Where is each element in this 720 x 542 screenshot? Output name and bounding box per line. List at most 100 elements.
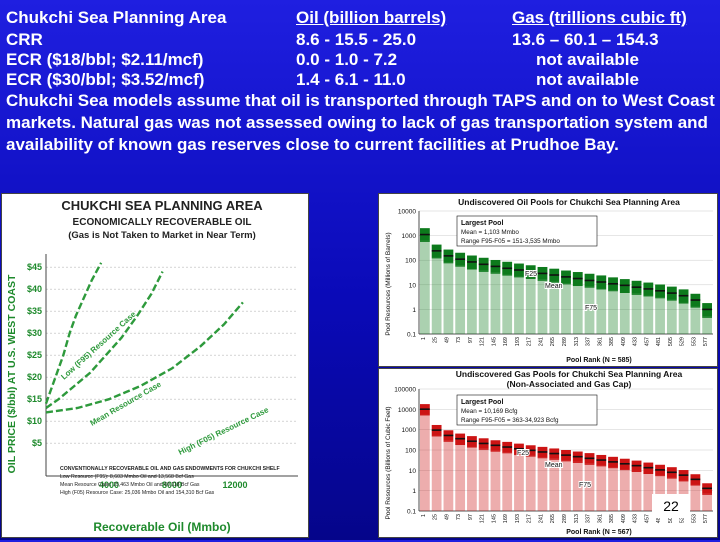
oil-bar-dummy [467, 268, 477, 270]
gas-x-tick: 385 [609, 514, 615, 523]
oil-bar-mean [490, 265, 501, 268]
oil-bar-mean [619, 284, 630, 287]
gas-pools-chart: Undiscovered Gas Pools for Chukchi Sea P… [385, 369, 713, 536]
gas-bar-range [514, 443, 524, 511]
econ-subtitle2: (Gas is Not Taken to Market in Near Term… [68, 230, 256, 241]
gas-x-tick: 409 [621, 514, 627, 523]
page-title: Chukchi Sea Planning Area [6, 8, 227, 27]
gas-bar-dummy [525, 455, 536, 457]
oil-bar-range [490, 259, 501, 334]
oil-x-tick: 529 [680, 337, 686, 346]
gas-bar-mean [608, 461, 618, 463]
gas-bar-range [455, 433, 466, 511]
gas-x-tick: 241 [538, 514, 544, 523]
gas-bar-mean [443, 434, 454, 437]
oil-bar-mean [502, 267, 513, 270]
oil-bar-mean [643, 288, 654, 290]
oil-bar-mean [678, 294, 689, 297]
oil-x-tick: 49 [444, 337, 450, 343]
oil-bar-range [525, 265, 536, 334]
oil-bar-mean [420, 233, 430, 236]
oil-bar-range [502, 261, 513, 334]
oil-curve-label-f25: F25 [525, 271, 537, 278]
econ-label-mean: Mean Resource Case [89, 379, 164, 427]
oil-bar-dummy [455, 265, 466, 267]
oil-x-tick: 433 [633, 337, 639, 346]
gas-x-tick: 193 [515, 514, 521, 523]
gas-bar-dummy [490, 450, 501, 452]
oil-bar-mean [549, 274, 560, 276]
gas-bar-dummy [537, 457, 548, 459]
oil-pools-chart: Undiscovered Oil Pools for Chukchi Sea P… [385, 197, 713, 364]
gas-bar-range [561, 450, 571, 511]
gas-bar-dummy [514, 454, 524, 456]
oil-x-tick: 409 [621, 337, 627, 346]
oil-bar-dummy [549, 281, 560, 283]
gas-x-tick: 361 [597, 514, 603, 523]
gas-bar-dummy [502, 452, 513, 454]
oil-bar-range [678, 289, 689, 334]
gas-bar-range [549, 448, 560, 511]
gas-x-tick: 97 [468, 514, 474, 520]
gas-bar-range [572, 451, 583, 511]
gas-bar-mean [631, 464, 642, 467]
gas-bar-range [490, 440, 501, 511]
oil-x-tick: 553 [691, 337, 697, 346]
gas-bar-mean [643, 466, 654, 469]
oil-x-tick: 145 [491, 337, 497, 346]
econ-y-tick: $25 [27, 350, 42, 360]
oil-x-tick: 241 [538, 337, 544, 346]
gas-bar-mean [702, 487, 712, 490]
oil-bar-range [549, 268, 560, 334]
oil-bar-range [537, 266, 548, 334]
econ-y-tick: $45 [27, 262, 42, 272]
gas-x-tick: 217 [527, 514, 533, 523]
oil-bar-dummy [431, 257, 442, 259]
gas-x-tick: 73 [456, 514, 462, 520]
gas-curve-label-f75: F75 [579, 482, 591, 489]
page-number: 22 [652, 494, 690, 518]
gas-y-tick: 10000 [398, 407, 416, 414]
gas-bar-mean [678, 474, 689, 476]
oil-bar-dummy [443, 262, 454, 264]
gas-x-tick: 577 [703, 514, 709, 523]
oil-x-tick: 289 [562, 337, 568, 346]
gas-bar-mean [420, 408, 430, 410]
oil-bar-range [584, 273, 595, 334]
gas-bar-mean [455, 437, 466, 440]
oil-x-tick: 361 [597, 337, 603, 346]
oil-bar-dummy [702, 316, 712, 318]
oil-x-tick: 337 [586, 337, 592, 346]
gas-bar-dummy [643, 472, 654, 474]
gas-legend-box [456, 394, 598, 426]
assumptions-paragraph: Chukchi Sea models assume that oil is tr… [6, 91, 715, 154]
oil-bar-range [420, 228, 430, 334]
gas-bar-range [420, 404, 430, 511]
oil-x-tick: 313 [574, 337, 580, 346]
gas-legend-line-2: Range F95-F05 = 363-34,923 Bcfg [461, 417, 559, 424]
gas-title: Undiscovered Gas Pools for Chukchi Sea P… [456, 369, 683, 379]
oil-bar-dummy [502, 274, 513, 276]
oil-x-tick: 505 [668, 337, 674, 346]
oil-x-tick: 457 [644, 337, 650, 346]
gas-bar-mean [478, 442, 489, 445]
oil-pools-chart-panel: Undiscovered Oil Pools for Chukchi Sea P… [378, 193, 718, 367]
oil-x-tick: 121 [480, 337, 486, 346]
gas-bar-range [678, 470, 689, 511]
gas-bar-mean [525, 449, 536, 452]
oil-bar-range [478, 257, 489, 334]
gas-x-tick: 289 [562, 514, 568, 523]
gas-y-tick: 0.1 [407, 509, 416, 516]
econ-footnote-3: High (F05) Resource Case: 25,036 Mmbo Oi… [60, 490, 215, 496]
gas-bar-range [702, 483, 712, 511]
row-ecr18-label: ECR ($18/bbl; $2.11/mcf) [6, 50, 204, 69]
gas-bar-dummy [455, 444, 466, 446]
gas-y-tick: 100 [405, 448, 416, 455]
econ-x-tick: 4000 [99, 480, 119, 490]
econ-y-tick: $10 [27, 416, 42, 426]
oil-bar-dummy [666, 299, 677, 301]
economic-oil-chart-panel: CHUKCHI SEA PLANNING AREA ECONOMICALLY R… [1, 193, 309, 538]
oil-bar-range [631, 280, 642, 334]
gas-y-tick: 1000 [402, 427, 417, 434]
oil-y-tick: 100 [405, 258, 416, 265]
